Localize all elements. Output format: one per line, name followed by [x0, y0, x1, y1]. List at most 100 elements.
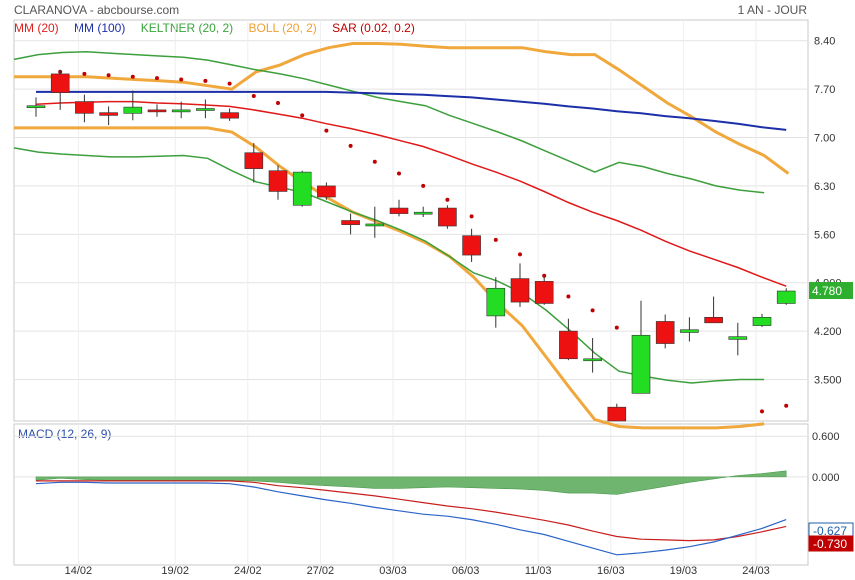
candle-body: [244, 152, 264, 169]
macd-value-label: -0.730: [813, 537, 847, 551]
sar-dot: [493, 237, 498, 242]
candle-body: [171, 109, 191, 113]
candle-body: [196, 108, 215, 111]
candle-body: [147, 109, 167, 113]
candle-body: [607, 406, 627, 422]
candle-body: [728, 336, 748, 340]
sar-dot: [179, 77, 184, 82]
candle-body: [220, 112, 239, 119]
macd-panel-frame: [13, 423, 809, 566]
x-tick-label: 03/03: [379, 565, 407, 577]
x-tick-label: 24/02: [234, 565, 262, 577]
mm20-line: [35, 100, 787, 287]
sar-dot: [445, 197, 450, 202]
chart-title: CLARANOVA - abcbourse.com: [14, 3, 180, 17]
legend-keltner: KELTNER (20, 2): [140, 21, 234, 35]
price-tick-label: 7.70: [814, 84, 835, 96]
boll-lower-line: [14, 126, 765, 430]
boll-upper-line: [14, 42, 790, 175]
sar-dot: [518, 252, 522, 257]
candle-body: [389, 207, 409, 214]
sar-dot: [203, 78, 208, 83]
mm100-line: [36, 90, 787, 131]
legend-mm20: MM (20): [14, 21, 59, 35]
sar-dot: [130, 74, 135, 79]
candle-body: [75, 101, 94, 114]
price-tick-label: 4.200: [814, 326, 842, 338]
legend-mm100: MM (100): [74, 21, 126, 35]
price-tick-label: 7.00: [814, 133, 835, 145]
candle-body: [510, 278, 530, 303]
candle-body: [752, 316, 772, 326]
candle-body: [631, 334, 651, 394]
sar-dot: [590, 308, 595, 313]
candle-body: [365, 223, 385, 227]
candle-body: [268, 170, 288, 192]
x-tick-label: 19/02: [161, 565, 189, 577]
x-tick-label: 24/03: [742, 565, 770, 577]
sar-dot: [276, 100, 280, 105]
sar-dot: [82, 71, 87, 76]
candle-body: [413, 211, 433, 215]
candle-body: [341, 220, 360, 225]
sar-dot: [566, 294, 571, 299]
sar-dot: [227, 81, 232, 86]
candle-body: [559, 330, 578, 360]
last-price-label: 4.780: [812, 284, 842, 298]
sar-dot: [760, 409, 764, 414]
candle-body: [486, 287, 506, 317]
price-panel-frame: [13, 19, 809, 422]
candle-body: [50, 73, 70, 93]
x-tick-label: 19/03: [670, 565, 698, 577]
sar-dot: [348, 143, 353, 148]
candle-body: [534, 281, 554, 304]
last-price-tag: [809, 282, 853, 300]
sar-dot: [106, 73, 111, 78]
macd-value-tag: [808, 535, 854, 552]
sar-dot: [300, 113, 305, 118]
price-tick-label: 6.30: [814, 181, 835, 193]
candle-body: [583, 358, 602, 362]
sar-dot: [542, 273, 547, 278]
sar-dot: [324, 128, 329, 133]
sar-dot: [784, 403, 789, 408]
candle-body: [292, 171, 312, 206]
keltner-lower-line: [13, 147, 765, 384]
macd-tick-label: 0.000: [812, 472, 840, 484]
legend-sar: SAR (0.02, 0.2): [332, 21, 415, 35]
x-tick-label: 16/03: [597, 565, 625, 577]
x-tick-label: 27/02: [307, 565, 335, 577]
sar-dot: [469, 214, 474, 219]
candle-body: [776, 290, 796, 304]
macd-tick-label: 0.600: [812, 431, 840, 443]
indicator-legend: MM (20) MM (100) KELTNER (20, 2) BOLL (2…: [14, 21, 427, 35]
sar-dot: [251, 94, 256, 99]
sar-dot: [397, 171, 401, 176]
period-label: 1 AN - JOUR: [737, 3, 807, 17]
sar-dot: [421, 183, 426, 188]
x-tick-label: 06/03: [452, 565, 480, 577]
candle-body: [317, 185, 336, 198]
macd-title: MACD (12, 26, 9): [18, 427, 112, 441]
candle-body: [462, 235, 481, 256]
macd-line: [35, 481, 787, 556]
macd-signal-line: [36, 480, 787, 542]
candle-body: [26, 105, 46, 109]
price-tick-label: 5.60: [814, 229, 835, 241]
sar-dot: [372, 159, 377, 164]
price-tick-label: 3.500: [814, 375, 842, 387]
price-tick-label: 8.40: [814, 36, 835, 48]
candle-body: [680, 329, 699, 333]
candle-body: [655, 321, 675, 344]
keltner-upper-line: [13, 51, 765, 194]
x-tick-label: 14/02: [65, 565, 93, 577]
candle-body: [99, 112, 118, 116]
macd-value-label: -0.627: [813, 524, 847, 538]
candle-body: [123, 106, 143, 114]
sar-dot: [155, 76, 159, 81]
sar-dot: [614, 325, 619, 330]
x-tick-label: 11/03: [525, 565, 552, 577]
candle-body: [438, 207, 457, 227]
legend-boll: BOLL (20, 2): [248, 21, 317, 35]
